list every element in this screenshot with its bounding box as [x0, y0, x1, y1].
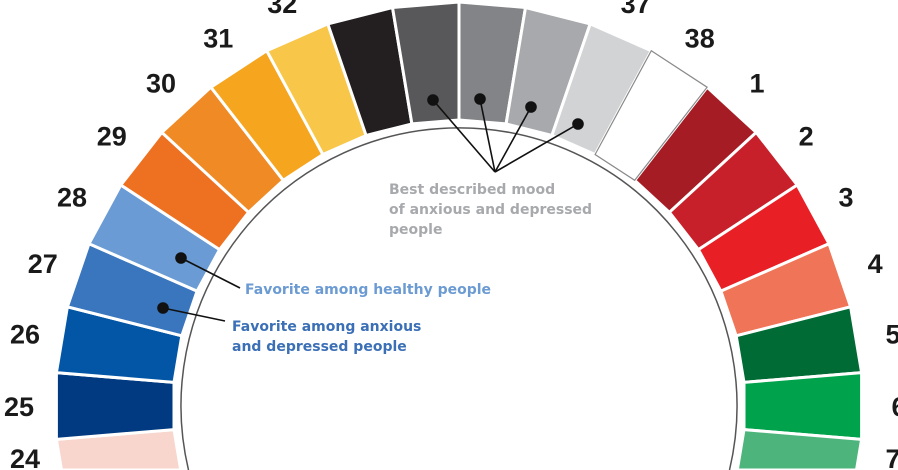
mood-leader-line	[479, 98, 496, 173]
segment-number-label: 29	[97, 122, 127, 152]
segment-number-label: 28	[57, 183, 87, 213]
mood-annotation-line1: Best described mood	[389, 182, 556, 198]
segment-number-label: 31	[203, 24, 233, 54]
anxious-annotation: Favorite among anxious and depressed peo…	[232, 317, 421, 357]
healthy-annotation: Favorite among healthy people	[245, 280, 491, 300]
segment-number-label: 5	[885, 320, 898, 350]
segment-number-label: 4	[868, 249, 883, 279]
mood-marker-dot	[525, 101, 537, 113]
mood-leader-line	[432, 99, 496, 173]
mood-annotation: Best described mood of anxious and depre…	[389, 180, 592, 240]
segment-number-label: 7	[885, 444, 898, 470]
segment-number-label: 26	[10, 320, 40, 350]
healthy-leader-line	[180, 257, 241, 289]
segment-number-label: 24	[10, 444, 40, 470]
segment-number-label: 32	[267, 0, 297, 19]
segment-number-label: 3	[838, 183, 853, 213]
mood-annotation-line2: of anxious and depressed	[389, 202, 593, 218]
segment-6	[742, 370, 864, 442]
segment-number-label: 38	[685, 24, 715, 54]
mood-leader-line	[494, 106, 532, 173]
mood-marker-dot	[474, 93, 486, 105]
anxious-annotation-line1: Favorite among anxious	[232, 319, 422, 335]
mood-marker-dot	[572, 118, 584, 130]
segment-number-label: 25	[4, 392, 34, 422]
segment-number-label: 2	[799, 122, 814, 152]
segment-number-label: 6	[891, 392, 898, 422]
healthy-marker-dot	[175, 252, 187, 264]
mood-leader-line	[494, 123, 579, 173]
segment-25	[54, 370, 176, 442]
segment-number-label: 37	[621, 0, 651, 19]
anxious-marker-dot	[157, 302, 169, 314]
mood-annotation-line3: people	[389, 222, 443, 238]
segment-38	[594, 49, 708, 182]
mood-marker-dot	[427, 94, 439, 106]
healthy-annotation-line1: Favorite among healthy people	[245, 282, 492, 298]
segment-number-label: 27	[28, 249, 58, 279]
segment-number-label: 30	[146, 68, 176, 98]
segment-number-label: 1	[749, 68, 764, 98]
anxious-leader-line	[162, 307, 226, 322]
anxious-annotation-line2: and depressed people	[232, 339, 407, 355]
segment-7	[735, 427, 864, 470]
